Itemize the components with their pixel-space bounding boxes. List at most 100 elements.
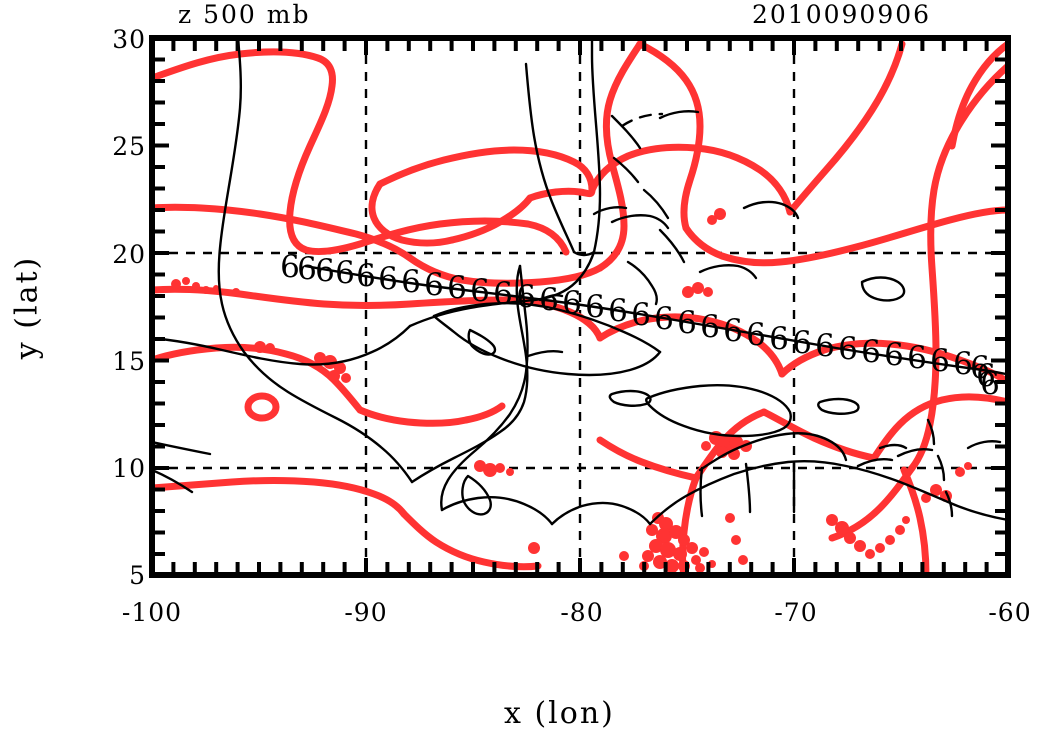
- contour-ridge-closed-left: [368, 180, 456, 247]
- track-marker-6: 6: [516, 279, 536, 315]
- coastlines: [152, 38, 1008, 526]
- track-marker-6: 6: [315, 253, 335, 289]
- track-marker-6: 6: [746, 317, 766, 353]
- track-marker-6: 6: [654, 301, 674, 337]
- storm-track-markers: 6 6 6 6 6 6 6 6 6 6 6 6 6 6 6 6 6 6 6 6: [280, 249, 1000, 402]
- coastline-panama-north: [440, 496, 554, 526]
- contour-mex-2b: [400, 510, 542, 571]
- contour-atl-3: [948, 40, 1008, 150]
- coastline-island-small: [860, 276, 906, 302]
- coastline-bahamas-8: [698, 264, 758, 280]
- contour-line-2: [152, 203, 604, 287]
- y-tick-label-5: 5: [129, 561, 146, 590]
- coastline-dashed-arc: [620, 112, 664, 128]
- x-axis-minor-ticks-top: [171, 38, 989, 55]
- track-marker-6: 6: [356, 258, 376, 294]
- coastline-antilles-2: [936, 454, 946, 482]
- x-tick-label-neg100: -100: [121, 598, 183, 627]
- track-marker-6: 6: [700, 309, 720, 345]
- x-tick-label-neg80: -80: [560, 598, 604, 627]
- coastline-pacific-2: [152, 468, 194, 494]
- coastline-florida-east: [590, 38, 602, 254]
- coastline-puerto-rico: [817, 397, 860, 415]
- track-marker-6: 6: [953, 346, 973, 382]
- track-marker-6: 6: [769, 321, 789, 357]
- coastline-bahamas-10: [742, 200, 800, 220]
- contour-mex-1b: [356, 402, 506, 427]
- coastline-panama-east: [550, 501, 652, 526]
- track-marker-6: 6: [447, 270, 467, 306]
- coastline-antilles-1: [926, 418, 936, 446]
- track-marker-6: 6: [792, 325, 812, 361]
- track-marker-6: 6: [723, 313, 743, 349]
- contour-sa-4: [870, 393, 1008, 462]
- track-marker-6: 6: [562, 285, 582, 321]
- track-marker-6: 6: [493, 276, 513, 312]
- coastline-isla-juventud: [467, 328, 497, 356]
- coastline-jamaica: [608, 389, 652, 407]
- coastline-centralamerica-east: [440, 264, 529, 512]
- axis-frame: [149, 35, 1011, 578]
- height-contours: [152, 40, 1008, 575]
- coastline-cuba-north: [432, 302, 662, 354]
- coastline-bahamas-3: [642, 188, 670, 220]
- coastline-bahamas-7: [592, 206, 628, 216]
- track-marker-6: 6: [401, 264, 421, 300]
- coastline-bahamas-2: [612, 156, 640, 184]
- track-marker-6: 6: [884, 337, 904, 373]
- contour-ridge-closed-bot: [448, 194, 534, 244]
- contour-ridge-closed-right: [526, 186, 596, 202]
- coastline-caymans: [526, 350, 564, 358]
- y-tick-label-30: 30: [112, 25, 146, 54]
- track-marker-6: 6: [907, 340, 927, 376]
- x-axis-title: x (lon): [504, 696, 615, 731]
- track-marker-6: 6: [585, 289, 605, 325]
- x-tick-label-neg70: -70: [774, 598, 818, 627]
- track-marker-6: 6: [980, 366, 1000, 402]
- storm-track: 6 6 6 6 6 6 6 6 6 6 6 6 6 6 6 6 6 6 6 6: [280, 249, 1007, 402]
- y-tick-label-20: 20: [112, 240, 146, 269]
- coastline-gulf-north: [408, 250, 596, 328]
- y-tick-label-10: 10: [112, 454, 146, 483]
- contour-mex-1: [152, 343, 364, 414]
- contour-ridge-closed-top: [376, 146, 596, 194]
- gridlines: [152, 38, 1008, 575]
- coastline-florida-west: [524, 62, 576, 254]
- track-marker-6: 6: [815, 328, 835, 364]
- track-marker-6: 6: [838, 331, 858, 367]
- x-tick-label-neg60: -60: [988, 598, 1032, 627]
- coastline-texas-gulf: [152, 324, 412, 366]
- coastline-nicaragua-lake: [461, 474, 492, 516]
- coastline-bahamas-9: [626, 260, 658, 306]
- contour-line-4: [682, 206, 1008, 267]
- plot-title-datetime: 2010090906: [752, 0, 932, 29]
- coastline-bahamas-5: [658, 110, 700, 120]
- coastline-bahamas-1: [610, 114, 642, 150]
- storm-track-line: [304, 264, 1007, 376]
- track-marker-6: 6: [378, 261, 398, 297]
- contour-mex-2: [152, 477, 408, 518]
- track-marker-6: 6: [280, 249, 300, 285]
- contour-line-3b: [636, 40, 704, 232]
- contour-sa-3: [760, 408, 878, 462]
- track-marker-6: 6: [970, 350, 990, 386]
- coastline-colombia-border: [699, 466, 704, 518]
- y-axis-minor-ticks-left: [152, 57, 169, 556]
- coastline-florida-tip: [572, 250, 596, 257]
- plot-title-variable: z 500 mb: [178, 0, 311, 29]
- contour-ridge-arc: [588, 143, 794, 216]
- x-axis-minor-ticks-bottom: [171, 558, 989, 575]
- coastline-tobago: [896, 448, 934, 458]
- coastline-cuba-south: [432, 314, 662, 377]
- contour-sa-6: [900, 466, 930, 575]
- y-tick-label-15: 15: [112, 347, 146, 376]
- contour-line-1: [152, 48, 570, 256]
- coastline-island-margarita: [856, 458, 894, 468]
- y-tick-label-25: 25: [112, 132, 146, 161]
- track-marker-6: 6: [930, 343, 950, 379]
- coastline-yucatan: [410, 264, 529, 484]
- coastline-antilles-4: [878, 443, 908, 450]
- coastline-bahamas-6: [610, 214, 670, 230]
